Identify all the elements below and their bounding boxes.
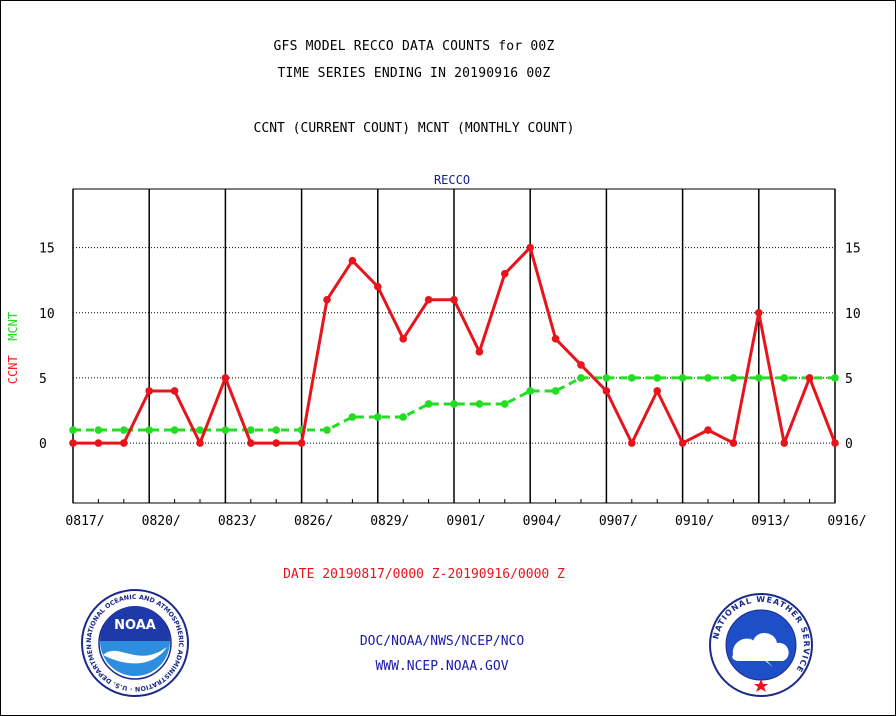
- x-tick-label: 0829/: [370, 514, 409, 529]
- x-tick-label: 0823/: [218, 514, 257, 529]
- y-tick-label-right: 10: [845, 307, 861, 322]
- data-point-mcnt: [577, 374, 585, 382]
- data-point-ccnt: [94, 439, 103, 447]
- y-tick-label-left: 15: [39, 242, 55, 257]
- data-point-ccnt: [551, 335, 560, 343]
- data-point-mcnt: [526, 387, 534, 395]
- data-point-ccnt: [348, 256, 357, 265]
- data-point-mcnt: [196, 426, 204, 434]
- footer-line-1: DOC/NOAA/NWS/NCEP/NCO: [359, 634, 525, 649]
- data-point-ccnt: [424, 295, 433, 304]
- y-tick-label-left: 10: [39, 307, 55, 322]
- x-tick-label: 0826/: [294, 514, 333, 529]
- data-point-mcnt: [780, 374, 788, 382]
- chart-title-line-2: TIME SERIES ENDING IN 20190916 00Z: [277, 66, 551, 81]
- data-point-ccnt: [602, 387, 611, 395]
- data-point-mcnt: [323, 426, 331, 434]
- y-tick-label-right: 5: [845, 372, 853, 387]
- y-tick-label-right: 0: [845, 437, 853, 452]
- data-point-ccnt: [729, 439, 738, 447]
- data-point-ccnt: [120, 439, 128, 447]
- data-point-ccnt: [247, 439, 255, 447]
- data-point-mcnt: [399, 413, 408, 421]
- data-point-ccnt: [145, 387, 153, 395]
- x-tick-label: 0904/: [523, 514, 562, 529]
- data-point-mcnt: [170, 426, 179, 434]
- data-point-mcnt: [704, 374, 712, 382]
- data-point-ccnt: [653, 387, 661, 395]
- data-point-ccnt: [755, 308, 763, 317]
- data-point-ccnt: [628, 439, 636, 447]
- x-tick-label: 0820/: [142, 514, 181, 529]
- data-point-mcnt: [120, 426, 128, 434]
- panel-label: RECCO: [433, 173, 471, 187]
- x-tick-label: 0901/: [446, 514, 485, 529]
- noaa-logo-text: NOAA: [114, 618, 156, 633]
- data-point-mcnt: [653, 374, 661, 382]
- chart-subtitle: CCNT (CURRENT COUNT) MCNT (MONTHLY COUNT…: [253, 121, 575, 136]
- data-point-mcnt: [755, 374, 763, 382]
- data-point-ccnt: [526, 243, 534, 252]
- x-tick-label: 0817/: [65, 514, 104, 529]
- data-point-ccnt: [678, 439, 687, 447]
- y-tick-label-left: 5: [39, 372, 47, 387]
- data-point-mcnt: [374, 413, 382, 421]
- data-point-mcnt: [450, 400, 458, 408]
- data-point-ccnt: [805, 374, 814, 382]
- data-point-mcnt: [424, 400, 433, 408]
- data-point-ccnt: [221, 374, 230, 382]
- data-point-mcnt: [145, 426, 153, 434]
- data-point-mcnt: [94, 426, 103, 434]
- data-point-ccnt: [501, 269, 509, 278]
- data-point-ccnt: [704, 426, 712, 434]
- data-point-ccnt: [399, 335, 408, 343]
- y-tick-label-right: 15: [845, 242, 861, 257]
- data-point-mcnt: [551, 387, 560, 395]
- data-point-mcnt: [475, 400, 484, 408]
- nws-logo: NATIONAL WEATHER SERVICE: [709, 593, 813, 697]
- data-point-ccnt: [323, 295, 331, 304]
- x-tick-label: 0916/: [827, 514, 866, 529]
- data-point-mcnt: [678, 374, 687, 382]
- noaa-logo: NATIONAL OCEANIC AND ATMOSPHERIC ADMINIS…: [81, 589, 189, 697]
- data-point-ccnt: [69, 439, 77, 447]
- footer-line-2: WWW.NCEP.NOAA.GOV: [375, 659, 509, 674]
- data-point-mcnt: [272, 426, 281, 434]
- chart-title-line-1: GFS MODEL RECCO DATA COUNTS for 00Z: [273, 39, 555, 54]
- line-chart: 0817/0820/0823/0826/0829/0901/0904/0907/…: [39, 188, 867, 529]
- data-point-mcnt: [69, 426, 77, 434]
- data-point-ccnt: [374, 282, 382, 291]
- data-point-ccnt: [780, 439, 788, 447]
- data-point-ccnt: [170, 387, 179, 395]
- x-axis-label: DATE 20190817/0000 Z-20190916/0000 Z: [283, 567, 565, 582]
- data-point-mcnt: [831, 374, 839, 382]
- x-tick-label: 0907/: [599, 514, 638, 529]
- data-point-mcnt: [247, 426, 255, 434]
- data-point-ccnt: [831, 439, 839, 447]
- data-point-ccnt: [196, 439, 204, 447]
- x-tick-label: 0913/: [751, 514, 790, 529]
- y-tick-label-left: 0: [39, 437, 47, 452]
- data-point-ccnt: [475, 348, 484, 356]
- data-point-ccnt: [450, 295, 458, 304]
- data-point-mcnt: [348, 413, 357, 421]
- data-point-mcnt: [628, 374, 636, 382]
- data-point-mcnt: [501, 400, 509, 408]
- data-point-ccnt: [272, 439, 281, 447]
- data-point-ccnt: [297, 439, 306, 447]
- data-point-mcnt: [602, 374, 611, 382]
- data-point-mcnt: [221, 426, 230, 434]
- x-tick-label: 0910/: [675, 514, 714, 529]
- data-point-ccnt: [577, 361, 585, 369]
- data-point-mcnt: [729, 374, 738, 382]
